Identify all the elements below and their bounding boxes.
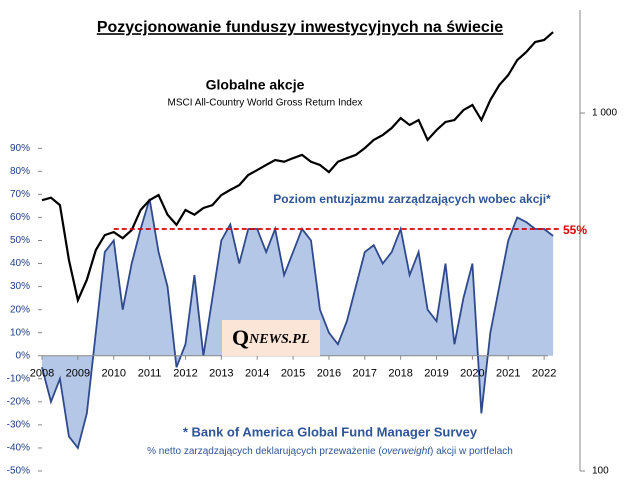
line xyxy=(41,31,554,304)
y-tick-label: -30% xyxy=(7,420,30,431)
y-tick-label: 0% xyxy=(16,350,31,361)
x-tick-label: 2021 xyxy=(496,368,520,380)
y-tick-label: 40% xyxy=(10,258,30,269)
area-title: Poziom entuzjazmu zarządzających wobec a… xyxy=(273,192,551,206)
y-tick-label: 90% xyxy=(10,143,30,154)
x-tick-label: 2010 xyxy=(101,368,125,380)
x-tick-label: 2011 xyxy=(138,368,162,380)
area-outline xyxy=(41,198,554,450)
x-tick-label: 2022 xyxy=(532,368,556,380)
y-tick-label: 50% xyxy=(10,235,30,246)
x-tick-label: 2013 xyxy=(209,368,233,380)
y-tick-label: -50% xyxy=(7,466,30,477)
logo: QNEWS.PL xyxy=(232,325,309,350)
line-subtitle: MSCI All-Country World Gross Return Inde… xyxy=(168,98,363,109)
x-tick-label: 2019 xyxy=(424,368,448,380)
y-tick-label: 30% xyxy=(10,281,30,292)
line-title: Globalne akcje xyxy=(206,77,305,93)
x-tick-label: 2012 xyxy=(173,368,197,380)
logo-box xyxy=(222,320,320,356)
y-tick-label: 60% xyxy=(10,212,30,223)
y2-tick-label: 1 000 xyxy=(592,108,617,119)
note-part: overweight xyxy=(382,446,432,457)
plot: -50% -40% -30% -20% -10% 0% 10% 20% 30% 40% 50% 60%… xyxy=(7,10,617,477)
y2-tick-label: 100 xyxy=(592,466,609,477)
x-tick-label: 2014 xyxy=(245,368,269,380)
x-tick-label: 2015 xyxy=(281,368,305,380)
note-part: % netto zarządzających deklarujących prz… xyxy=(147,446,382,457)
x-tick-label: 2016 xyxy=(317,368,341,380)
x-tick-label: 2008 xyxy=(30,368,54,380)
logo-q: Q xyxy=(232,325,249,350)
note-part: ) akcji w portfelach xyxy=(430,446,513,457)
y-tick-label: 20% xyxy=(10,304,30,315)
x-tick-label: 2017 xyxy=(353,368,377,380)
logo-text: NEWS.PL xyxy=(248,332,309,347)
source: * Bank of America Global Fund Manager Su… xyxy=(183,424,478,439)
y-tick-label: 70% xyxy=(10,189,30,200)
x-tick-label: 2009 xyxy=(66,368,90,380)
chart-title: Pozycjonowanie funduszy inwestycyjnych n… xyxy=(97,19,503,36)
y-tick-label: -10% xyxy=(7,373,30,384)
x-tick-label: 2020 xyxy=(460,368,484,380)
y-tick-label: 10% xyxy=(10,327,30,338)
y-tick-label: -40% xyxy=(7,443,30,454)
x-tick-label: 2018 xyxy=(388,368,412,380)
y-tick-label: 80% xyxy=(10,166,30,177)
note: % netto zarządzających deklarujących prz… xyxy=(147,446,513,457)
threshold-label: 55% xyxy=(563,223,587,237)
y-tick-label: -20% xyxy=(7,396,30,407)
